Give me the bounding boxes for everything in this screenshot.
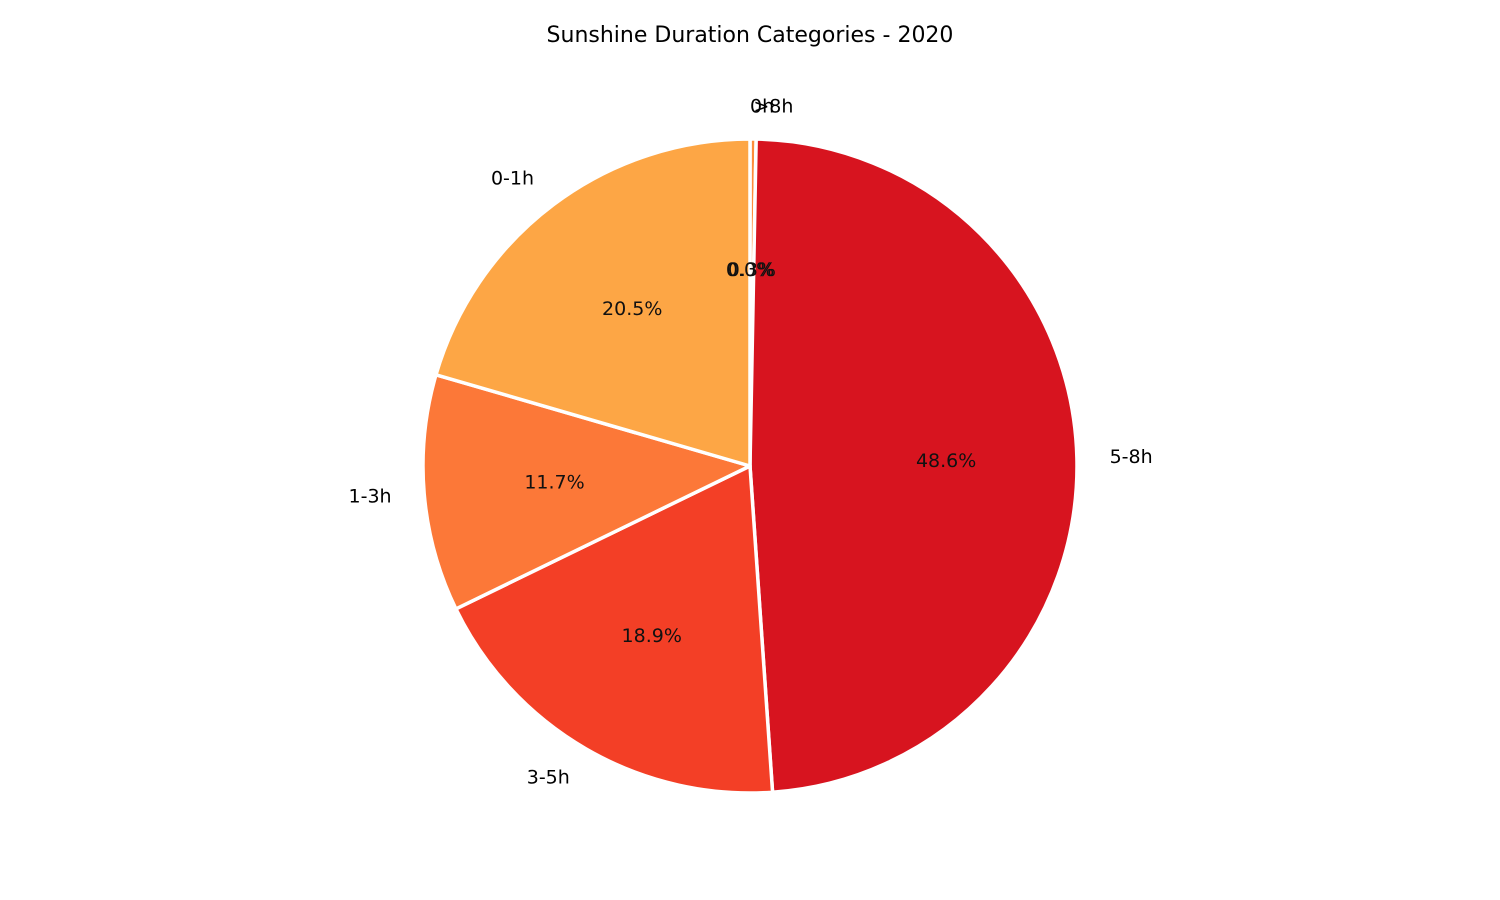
percentage-labels: 0.0%0.3% 48.6% 18.9% 11.7% 20.5% — [524, 259, 976, 647]
percentage-label-0-1h: 20.5% — [602, 298, 662, 320]
percentage-label-8h: 0.3% — [728, 259, 776, 281]
slice-label-5-8h: 5-8h — [1110, 446, 1153, 468]
pie-slices — [421, 137, 1079, 795]
slice-label-3-5h: 3-5h — [527, 766, 570, 788]
slice-label-0h: 0h — [750, 95, 774, 117]
percentage-label-0h: 0.0% — [726, 259, 774, 281]
pie-slice-5-8h — [748, 137, 1079, 794]
percentage-label-3-5h: 18.9% — [622, 625, 682, 647]
chart-title: Sunshine Duration Categories - 2020 — [547, 23, 954, 48]
percentage-label-5-8h: 48.6% — [916, 450, 976, 472]
percentage-label-1-3h: 11.7% — [524, 472, 584, 494]
pie-slice-3-5h — [454, 464, 775, 795]
pie-slice-0-1h — [434, 137, 752, 468]
pie-slice-1-3h — [421, 373, 752, 611]
slice-label-8h: >8h — [753, 95, 793, 117]
slice-labels: 0h>8h 5-8h 3-5h 1-3h 0-1h — [349, 95, 1153, 788]
slice-label-0-1h: 0-1h — [491, 167, 534, 189]
slice-label-1-3h: 1-3h — [349, 485, 392, 507]
